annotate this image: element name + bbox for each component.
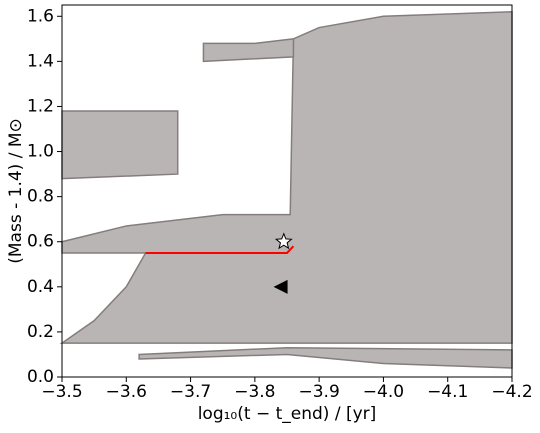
y-tick-label: 1.4 [27, 51, 54, 71]
y-tick-label: 0.0 [27, 367, 54, 387]
star-marker [274, 232, 293, 250]
y-tick-label: 0.6 [27, 232, 54, 252]
y-tick-label: 0.4 [27, 277, 54, 297]
convective-region [202, 37, 295, 63]
convective-region [138, 346, 513, 369]
x-tick-label: −3.6 [106, 382, 147, 402]
y-axis-label: (Mass - 1.4) / M⊙ [6, 118, 26, 264]
y-tick-label: 0.2 [27, 322, 54, 342]
convective-region [61, 110, 179, 180]
y-tick-label: 1.2 [27, 96, 54, 116]
x-tick-label: −4.1 [427, 382, 468, 402]
x-tick-label: −3.5 [41, 382, 82, 402]
triangle-marker [273, 279, 288, 294]
x-tick-label: −4.0 [363, 382, 404, 402]
x-tick-label: −3.7 [170, 382, 211, 402]
burning-line [145, 245, 295, 254]
x-tick-label: −3.9 [299, 382, 340, 402]
y-tick-label: 1.6 [27, 6, 54, 26]
x-axis-label: log₁₀(t − t_end) / [yr] [198, 404, 377, 424]
y-tick-label: 0.8 [27, 187, 54, 207]
x-tick-label: −3.8 [234, 382, 275, 402]
convective-region [59, 10, 513, 344]
plot-frame [61, 4, 513, 378]
x-tick-label: −4.2 [491, 382, 532, 402]
y-tick-label: 1.0 [27, 142, 54, 162]
